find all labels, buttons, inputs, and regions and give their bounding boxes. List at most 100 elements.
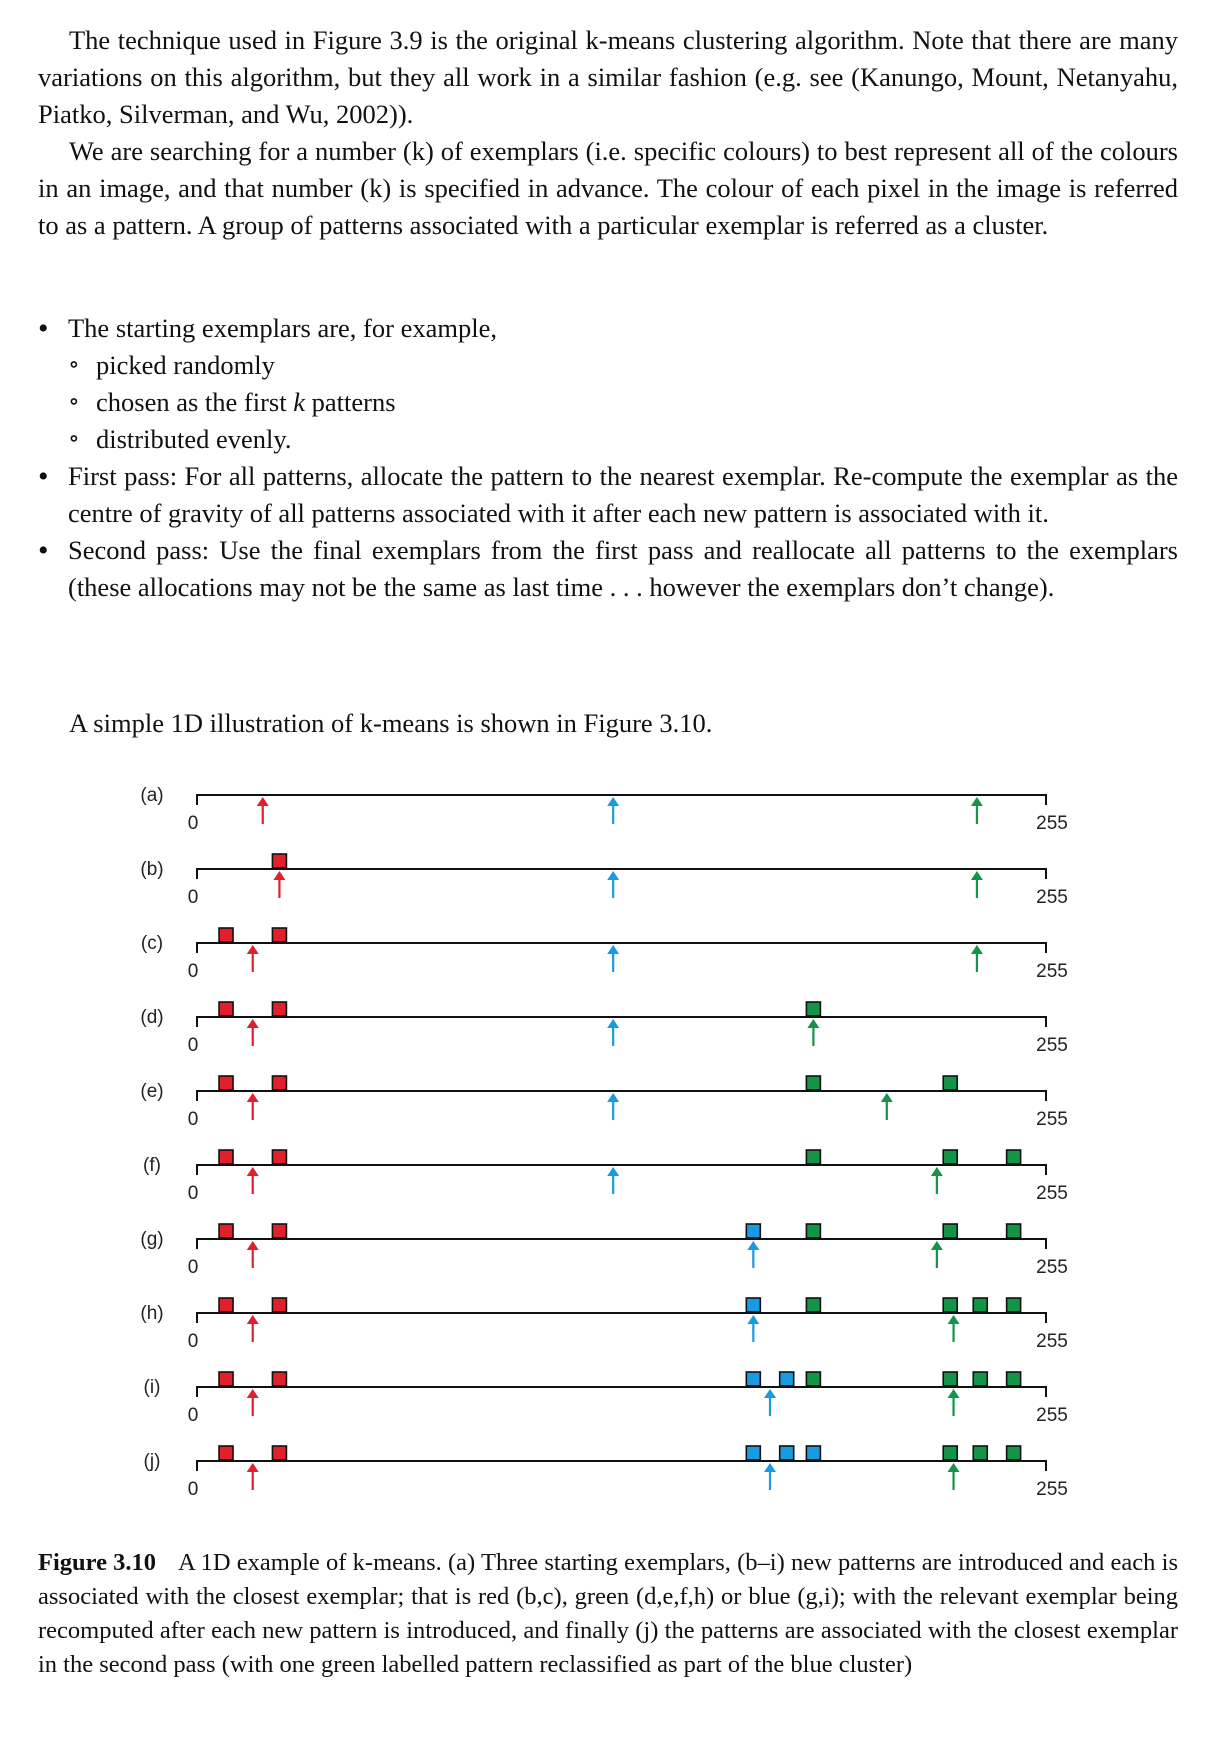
axis-max-label: 255 xyxy=(1036,813,1068,834)
exemplar-arrow-head xyxy=(607,1167,620,1176)
axis-min-label: 0 xyxy=(188,1257,199,1278)
paragraph-1: The technique used in Figure 3.9 is the … xyxy=(38,25,1178,129)
pattern-square xyxy=(805,1223,822,1239)
row-label: (i) xyxy=(144,1377,161,1398)
bullet-icon: • xyxy=(38,312,49,345)
paragraph-2: We are searching for a number (k) of exe… xyxy=(38,136,1178,240)
pattern-square xyxy=(972,1445,989,1461)
exemplar-arrow-head xyxy=(607,945,620,954)
exemplar-arrow-head xyxy=(246,1463,259,1472)
pattern-square xyxy=(745,1223,762,1239)
pattern-square xyxy=(972,1297,989,1313)
pattern-square xyxy=(218,1149,234,1165)
pattern-square xyxy=(805,1445,822,1461)
pattern-square xyxy=(778,1445,795,1461)
bullet-list: • The starting exemplars are, for exampl… xyxy=(38,310,1178,606)
axis-min-label: 0 xyxy=(188,1035,199,1056)
pattern-square xyxy=(1005,1445,1022,1461)
pattern-square xyxy=(1005,1149,1022,1165)
caption-text: A 1D example of k-means. (a) Three start… xyxy=(38,1549,1178,1678)
pattern-square xyxy=(218,1445,234,1461)
axis-max-label: 255 xyxy=(1036,1109,1068,1130)
axis-min-label: 0 xyxy=(188,1479,199,1500)
exemplar-arrow-head xyxy=(246,1093,259,1102)
pattern-square xyxy=(805,1001,822,1017)
pattern-square xyxy=(218,1075,234,1091)
axis-max-label: 255 xyxy=(1036,1479,1068,1500)
exemplar-arrow-head xyxy=(246,1019,259,1028)
axis-min-label: 0 xyxy=(188,961,199,982)
pattern-square xyxy=(271,1297,288,1313)
sub-bullet-text-a: chosen as the first xyxy=(96,387,294,417)
sub-bullet-item: ∘ picked randomly xyxy=(38,347,1178,384)
axis-min-label: 0 xyxy=(188,887,199,908)
exemplar-arrow-head xyxy=(970,797,983,806)
sub-bullet-text-b: patterns xyxy=(305,387,396,417)
pattern-square xyxy=(271,1371,288,1387)
pattern-square xyxy=(271,1223,288,1239)
exemplar-arrow-head xyxy=(256,797,269,806)
circle-bullet-icon: ∘ xyxy=(68,426,80,452)
row-label: (h) xyxy=(140,1303,163,1324)
pattern-square xyxy=(218,1297,234,1313)
axis-max-label: 255 xyxy=(1036,1405,1068,1426)
pattern-square xyxy=(778,1371,795,1387)
pattern-square xyxy=(805,1149,822,1165)
exemplar-arrow-head xyxy=(807,1019,820,1028)
exemplar-arrow-head xyxy=(970,945,983,954)
axis-max-label: 255 xyxy=(1036,961,1068,982)
exemplar-arrow-head xyxy=(246,1167,259,1176)
pattern-square xyxy=(942,1297,959,1313)
bullet-text: First pass: For all patterns, allocate t… xyxy=(68,461,1178,528)
exemplar-arrow-head xyxy=(747,1241,760,1250)
exemplar-arrow-head xyxy=(607,1019,620,1028)
axis-max-label: 255 xyxy=(1036,1331,1068,1352)
pattern-square xyxy=(942,1149,959,1165)
caption-label: Figure 3.10 xyxy=(38,1549,157,1576)
axis-max-label: 255 xyxy=(1036,1257,1068,1278)
exemplar-arrow-head xyxy=(747,1315,760,1324)
pattern-square xyxy=(1005,1371,1022,1387)
exemplar-arrow-head xyxy=(607,871,620,880)
bullet-item: • The starting exemplars are, for exampl… xyxy=(38,310,1178,347)
bullet-text: Second pass: Use the final exemplars fro… xyxy=(68,535,1178,602)
sub-bullet-item: ∘ distributed evenly. xyxy=(38,421,1178,458)
intro-line: A simple 1D illustration of k-means is s… xyxy=(69,708,713,738)
exemplar-arrow-head xyxy=(607,1093,620,1102)
row-label: (b) xyxy=(140,859,163,880)
pattern-square xyxy=(972,1371,989,1387)
axis-max-label: 255 xyxy=(1036,1035,1068,1056)
axis-min-label: 0 xyxy=(188,1109,199,1130)
axis-max-label: 255 xyxy=(1036,887,1068,908)
pattern-square xyxy=(218,1001,234,1017)
exemplar-arrow-head xyxy=(880,1093,893,1102)
exemplar-arrow-head xyxy=(764,1463,777,1472)
pattern-square xyxy=(942,1371,959,1387)
row-label: (e) xyxy=(140,1081,163,1102)
circle-bullet-icon: ∘ xyxy=(68,389,80,415)
sub-bullet-k: k xyxy=(293,387,305,417)
pattern-square xyxy=(1005,1297,1022,1313)
axis-min-label: 0 xyxy=(188,1183,199,1204)
exemplar-arrow-head xyxy=(947,1315,960,1324)
pattern-square xyxy=(942,1223,959,1239)
axis-max-label: 255 xyxy=(1036,1183,1068,1204)
axis-min-label: 0 xyxy=(188,1331,199,1352)
kmeans-diagram: (a) 0 255 (b) 0 255 (c) 0 255 (d) 0 255 (e) 0 255 (f) 0 2… xyxy=(140,785,1068,1500)
pattern-square xyxy=(805,1297,822,1313)
exemplar-arrow-head xyxy=(947,1389,960,1398)
bullet-icon: • xyxy=(38,534,49,567)
exemplar-arrow-head xyxy=(947,1463,960,1472)
pattern-square xyxy=(1005,1223,1022,1239)
exemplar-arrow-head xyxy=(930,1167,943,1176)
exemplar-arrow-head xyxy=(246,1241,259,1250)
exemplar-arrow-head xyxy=(273,871,286,880)
pattern-square xyxy=(271,1075,288,1091)
sub-bullet-text: picked randomly xyxy=(96,350,275,380)
bullet-text: The starting exemplars are, for example, xyxy=(68,313,497,343)
row-label: (c) xyxy=(141,933,163,954)
exemplar-arrow-head xyxy=(246,1389,259,1398)
bullet-item: • First pass: For all patterns, allocate… xyxy=(38,458,1178,532)
axis-min-label: 0 xyxy=(188,813,199,834)
